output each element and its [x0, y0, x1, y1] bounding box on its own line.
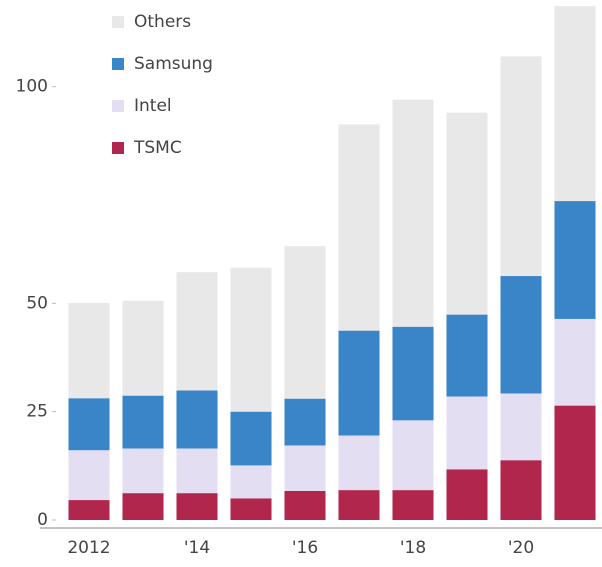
bar-segment [68, 450, 110, 501]
bar-segment [500, 393, 542, 461]
bar-segment [338, 330, 380, 436]
bar-segment [392, 490, 434, 520]
legend-swatch [112, 16, 124, 28]
bar-segment [554, 318, 596, 406]
bar-segment [500, 460, 542, 520]
bar-segment [68, 302, 110, 399]
legend-label: Samsung [134, 54, 213, 74]
bar-segment [284, 445, 326, 491]
bar-segment [230, 465, 272, 499]
legend-swatch [112, 100, 124, 112]
bar-segment [230, 411, 272, 466]
bar-segment [446, 396, 488, 470]
bar-segment [176, 493, 218, 520]
legend-swatch [112, 58, 124, 70]
x-tick-label: '20 [508, 538, 534, 558]
bar-segment [284, 398, 326, 446]
x-tick-label: 2012 [67, 538, 110, 558]
bar-segment [68, 398, 110, 451]
bar-segment [500, 56, 542, 277]
bar-segment [122, 493, 164, 520]
bar-segment [554, 6, 596, 202]
x-tick-label: '16 [292, 538, 318, 558]
bar-segment [122, 300, 164, 396]
bar-segment [122, 395, 164, 449]
bar-segment [176, 390, 218, 449]
bar-segment [500, 276, 542, 394]
legend-swatch [112, 142, 124, 154]
bar-segment [230, 267, 272, 412]
legend-label: TSMC [133, 138, 182, 158]
bar-segment [446, 469, 488, 520]
bar-segment [338, 124, 380, 331]
y-tick-label: 100 [16, 77, 48, 97]
y-tick-label: 0 [37, 510, 48, 530]
bar-segment [176, 272, 218, 391]
legend-label: Intel [134, 96, 172, 116]
bar-segment [392, 420, 434, 491]
y-tick-label: 25 [26, 402, 48, 422]
bar-segment [446, 112, 488, 315]
x-tick-label: '18 [400, 538, 426, 558]
y-tick-label: 50 [26, 293, 48, 313]
bar-segment [446, 314, 488, 397]
bar-segment [176, 448, 218, 494]
bar-segment [554, 405, 596, 520]
bar-segment [338, 490, 380, 520]
x-tick-label: '14 [184, 538, 210, 558]
bar-segment [392, 99, 434, 327]
bar-segment [392, 326, 434, 421]
bar-segment [554, 201, 596, 319]
bar-segment [230, 498, 272, 520]
bar-segment [338, 435, 380, 491]
bar-segment [122, 448, 164, 494]
legend-label: Others [134, 12, 191, 32]
bar-segment [68, 500, 110, 520]
bar-segment [284, 490, 326, 520]
bar-segment [284, 246, 326, 399]
